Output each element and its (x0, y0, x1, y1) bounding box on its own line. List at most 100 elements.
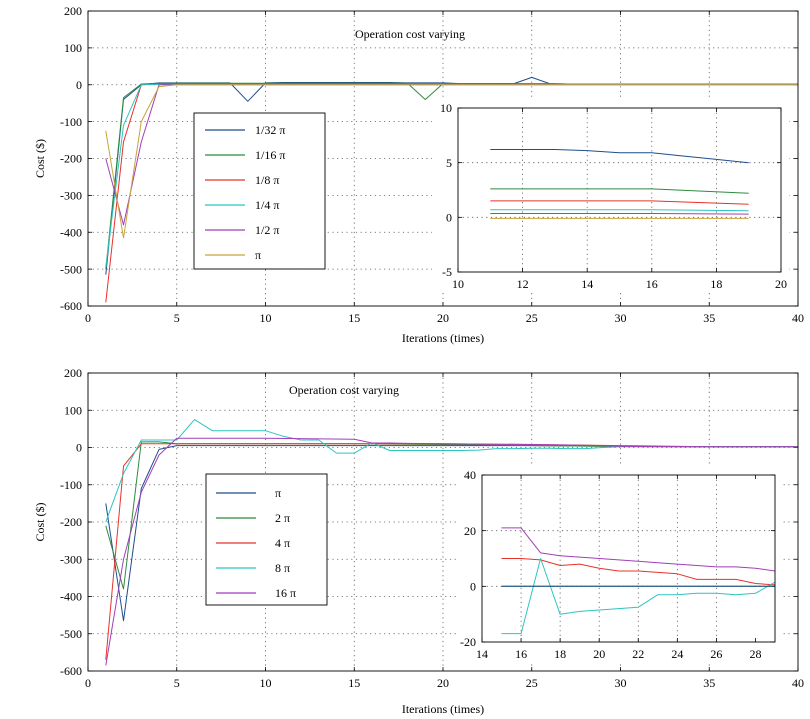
top-chart-xtick-label: 15 (348, 311, 360, 325)
inset-bottom-series-1-line (501, 558, 775, 586)
bottom-chart-legend-label-3: 8 π (275, 561, 290, 575)
inset-bottom-plot-area (482, 475, 775, 642)
bottom-chart-xtick-label: 10 (260, 676, 272, 690)
bottom-chart-ytick-label: 100 (64, 403, 82, 417)
inset-top-ytick-label: 10 (440, 101, 452, 115)
inset-bottom-xtick-label: 24 (671, 647, 683, 661)
inset-top-xtick-label: 14 (581, 277, 593, 291)
top-chart-series-5-line (105, 84, 798, 239)
top-chart-xtick-label: 30 (615, 311, 627, 325)
top-chart-xtick-label: 25 (526, 311, 538, 325)
bottom-chart-legend-label-4: 16 π (275, 586, 296, 600)
bottom-chart-xtick-label: 5 (174, 676, 180, 690)
inset-bottom-xtick-label: 28 (749, 647, 761, 661)
bottom-chart-series-4-line (105, 437, 798, 666)
bottom-chart-legend-label-0: π (275, 486, 281, 500)
inset-bottom: 14 16 18 20 22 24 26 28 -20 0 20 40 (456, 467, 783, 662)
inset-top-xtick-label: 18 (710, 277, 722, 291)
top-chart-legend-label-3: 1/4 π (255, 198, 279, 212)
inset-top-series-1-line (490, 188, 749, 194)
bottom-chart-legend-box (205, 473, 328, 606)
inset-bottom-xtick-label: 22 (632, 647, 644, 661)
top-chart-legend-label-4: 1/2 π (255, 223, 279, 237)
top-chart-y-axis-label: Cost ($) (33, 139, 47, 178)
inset-top-frame (457, 107, 782, 273)
bottom-chart-ytick-label: -400 (60, 590, 82, 604)
inset-top-xtick-label: 20 (775, 277, 787, 291)
bottom-chart-frame (87, 372, 799, 672)
top-chart-legend: 1/32 π 1/16 π 1/8 π 1/4 π 1/2 π π (193, 112, 326, 270)
top-chart-xtick-label: 20 (437, 311, 449, 325)
inset-bottom-ytick-label: -20 (460, 635, 476, 649)
bottom-chart-legend-label-1: 2 π (275, 511, 290, 525)
inset-bottom-ytick-label: 20 (464, 524, 476, 538)
bottom-chart-x-axis-label: Iterations (times) (402, 702, 484, 716)
top-chart-ytick-label: -100 (60, 115, 82, 129)
bottom-chart-legend: π 2 π 4 π 8 π 16 π (205, 473, 328, 606)
top-chart: 0 5 10 15 20 25 30 35 40-600-500-400-300-200-100… (33, 4, 804, 345)
top-chart-ytick-label: -500 (60, 262, 82, 276)
inset-bottom-xtick-label: 18 (554, 647, 566, 661)
bottom-chart-ytick-label: -300 (60, 552, 82, 566)
inset-top-series-0-line (490, 149, 749, 164)
top-chart-ytick-label: 100 (64, 41, 82, 55)
bottom-chart-ytick-label: -600 (60, 664, 82, 678)
top-chart-legend-label-1: 1/16 π (255, 148, 285, 162)
bottom-chart-ytick-label: -100 (60, 478, 82, 492)
inset-top-series-2-line (490, 200, 749, 205)
inset-top-ytick-label: -5 (442, 265, 452, 279)
inset-top-xtick-label: 12 (517, 277, 529, 291)
top-chart-ytick-label: -300 (60, 189, 82, 203)
top-chart-ytick-label: -200 (60, 152, 82, 166)
top-chart-ytick-label: -400 (60, 225, 82, 239)
inset-bottom-xtick-label: 20 (593, 647, 605, 661)
inset-top: 10 12 14 16 18 20 -5 0 5 10 (432, 100, 789, 292)
inset-bottom-xtick-label: 14 (476, 647, 488, 661)
top-chart-legend-box (193, 112, 326, 270)
bottom-chart-legend-label-2: 4 π (275, 536, 290, 550)
top-chart-x-axis-label: Iterations (times) (402, 331, 484, 345)
top-chart-ytick-label: 0 (76, 78, 82, 92)
top-chart-frame (87, 10, 799, 307)
bottom-chart-ytick-label: 0 (76, 441, 82, 455)
top-chart-xtick-label: 5 (174, 311, 180, 325)
top-chart-title: Operation cost varying (355, 27, 465, 41)
inset-top-series-3-line (490, 209, 749, 212)
bottom-chart-xtick-label: 30 (615, 676, 627, 690)
inset-top-plot-area (458, 108, 781, 272)
inset-bottom-series-2-line (501, 558, 775, 635)
bottom-chart-xtick-label: 40 (792, 676, 804, 690)
inset-bottom-ytick-label: 0 (470, 580, 476, 594)
bottom-chart-xtick-label: 35 (703, 676, 715, 690)
top-chart-xtick-label: 40 (792, 311, 804, 325)
bottom-chart-xtick-label: 0 (85, 676, 91, 690)
inset-bottom-series-0-line (501, 527, 775, 572)
inset-top-series-4-line (490, 213, 749, 215)
top-chart-ytick-label: 200 (64, 4, 82, 18)
top-chart-legend-label-5: π (255, 248, 261, 262)
bottom-chart-xtick-label: 25 (526, 676, 538, 690)
inset-top-xtick-label: 10 (452, 277, 464, 291)
top-chart-xtick-label: 10 (260, 311, 272, 325)
bottom-chart: 0 5 10 15 20 25 30 35 40-600-500-400-300-200-100… (33, 366, 804, 716)
bottom-chart-series-3-line (105, 419, 798, 523)
bottom-chart-xtick-label: 15 (348, 676, 360, 690)
bottom-chart-xtick-label: 20 (437, 676, 449, 690)
bottom-chart-y-axis-label: Cost ($) (33, 502, 47, 541)
bottom-chart-ytick-label: -500 (60, 627, 82, 641)
top-chart-ytick-label: -600 (60, 299, 82, 313)
inset-bottom-xtick-label: 16 (515, 647, 527, 661)
inset-top-ytick-label: 0 (446, 211, 452, 225)
top-chart-legend-label-2: 1/8 π (255, 173, 279, 187)
inset-top-xtick-label: 16 (646, 277, 658, 291)
inset-bottom-frame (481, 474, 776, 643)
bottom-chart-ytick-label: 200 (64, 366, 82, 380)
inset-top-ytick-label: 5 (446, 156, 452, 170)
top-chart-legend-label-0: 1/32 π (255, 123, 285, 137)
bottom-chart-title: Operation cost varying (289, 383, 399, 397)
inset-bottom-ytick-label: 40 (464, 468, 476, 482)
inset-bottom-xtick-label: 26 (710, 647, 722, 661)
bottom-chart-ytick-label: -200 (60, 515, 82, 529)
bottom-chart-series-2-line (105, 443, 798, 660)
